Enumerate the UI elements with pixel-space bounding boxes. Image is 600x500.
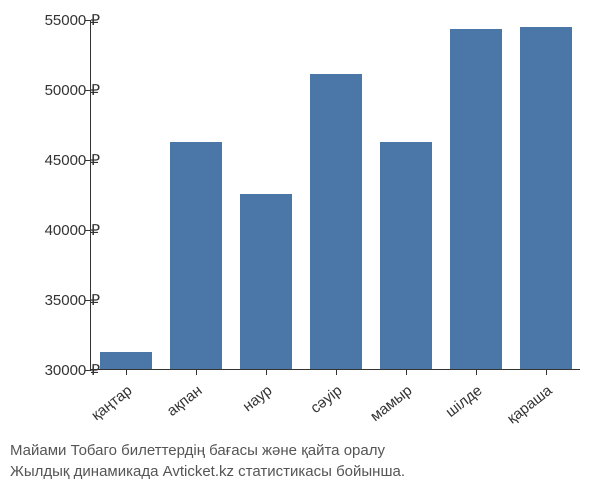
x-axis-label: қараша — [498, 382, 556, 432]
y-axis-label: 40000 ₽ — [45, 221, 100, 239]
x-axis-label: наур — [218, 382, 276, 432]
caption-line-1: Майами Тобаго билеттердің бағасы және қа… — [10, 440, 405, 461]
x-tick — [406, 369, 407, 375]
bar — [170, 142, 223, 369]
bar — [100, 352, 153, 369]
caption-line-2: Жылдық динамикада Avticket.kz статистика… — [10, 461, 405, 482]
x-axis-label: шілде — [428, 382, 486, 432]
x-axis-label: сәуір — [288, 382, 346, 432]
x-tick — [546, 369, 547, 375]
x-axis-label: қаңтар — [78, 382, 136, 432]
bar — [240, 194, 293, 369]
y-axis-label: 55000 ₽ — [45, 11, 100, 29]
x-tick — [196, 369, 197, 375]
x-tick — [126, 369, 127, 375]
x-axis-label: мамыр — [358, 382, 416, 432]
y-axis-label: 30000 ₽ — [45, 361, 100, 379]
chart-caption: Майами Тобаго билеттердің бағасы және қа… — [10, 440, 405, 482]
x-axis-label: ақпан — [148, 382, 206, 432]
y-axis-label: 50000 ₽ — [45, 81, 100, 99]
bar — [520, 27, 573, 369]
bar — [380, 142, 433, 369]
y-axis-label: 35000 ₽ — [45, 291, 100, 309]
x-tick — [266, 369, 267, 375]
bar — [310, 74, 363, 369]
bar-chart — [90, 20, 580, 370]
bar — [450, 29, 503, 369]
plot-area — [90, 20, 580, 370]
x-tick — [336, 369, 337, 375]
x-tick — [476, 369, 477, 375]
y-axis-label: 45000 ₽ — [45, 151, 100, 169]
